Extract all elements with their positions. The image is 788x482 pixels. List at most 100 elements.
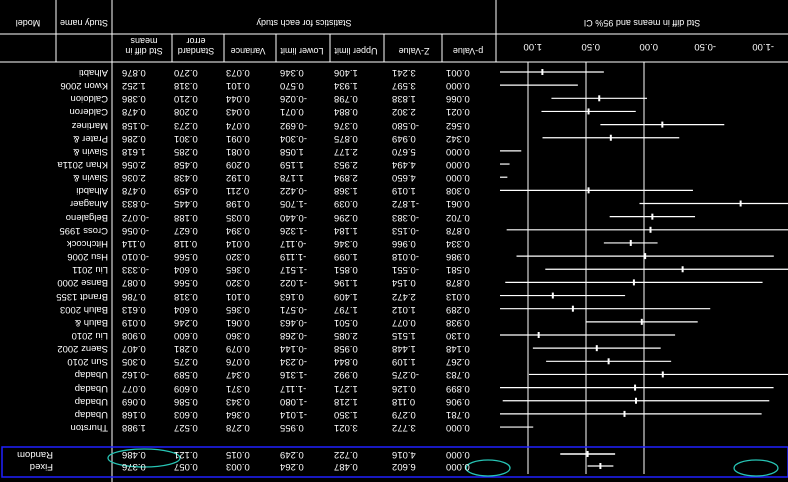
stat-cell: 0.343 — [226, 395, 250, 407]
stat-cell: 5.670 — [392, 145, 416, 157]
stat-cell: 0.000 — [446, 145, 470, 157]
stat-cell: -0.162 — [122, 369, 149, 381]
stat-cell: 0.376 — [334, 119, 358, 131]
stat-cell: 0.267 — [446, 356, 470, 368]
study-name[interactable]: Prater & — [73, 132, 108, 144]
study-name[interactable]: Liu 2011 — [72, 264, 108, 276]
stat-cell: 1.368 — [334, 185, 358, 197]
summary-cell: 0.000 — [446, 449, 470, 460]
column-header-5: Z-Value — [398, 46, 430, 56]
stat-cell: 0.073 — [226, 67, 250, 78]
study-name[interactable]: Khan 2011a — [57, 159, 108, 171]
study-name[interactable]: Ubadap — [74, 408, 108, 420]
study-name[interactable]: Ubadap — [74, 395, 108, 407]
annotation-ellipse — [465, 459, 511, 477]
study-name[interactable]: Belgaleno — [65, 211, 108, 223]
stat-cell: 1.196 — [334, 277, 358, 289]
stat-cell: 0.875 — [334, 132, 358, 144]
stat-cell: 2.036 — [122, 172, 146, 184]
stat-cell: 0.609 — [174, 382, 198, 394]
stat-cell: -0.234 — [280, 356, 307, 368]
stat-cell: 0.101 — [226, 290, 250, 302]
stat-cell: 0.289 — [446, 303, 470, 315]
column-header-1: Standard error — [177, 36, 215, 56]
header-statistics: Statistics for each study — [256, 18, 352, 28]
stat-cell: 0.211 — [226, 185, 250, 197]
stat-cell: 1.409 — [334, 290, 358, 302]
stat-cell: 0.334 — [446, 237, 470, 249]
stat-cell: 0.342 — [446, 132, 470, 144]
study-name[interactable]: Sun 2010 — [67, 356, 108, 368]
stat-cell: 0.077 — [392, 316, 416, 328]
study-name[interactable]: Calderon — [69, 106, 108, 118]
study-name[interactable]: Thurston — [70, 422, 109, 434]
stat-cell: 1.218 — [334, 395, 358, 407]
stat-cell: 0.163 — [280, 290, 304, 302]
study-name[interactable]: Baluh & — [74, 316, 108, 328]
header-study-name: Study name — [59, 18, 109, 28]
stat-cell: -0.333 — [122, 264, 149, 276]
study-name[interactable]: Liu 2010 — [71, 330, 108, 341]
summary-cell: 0.000 — [446, 461, 470, 472]
stat-cell: 0.069 — [122, 395, 146, 407]
summary-cell: 0.121 — [174, 449, 198, 460]
stat-cell: 0.074 — [226, 119, 250, 131]
study-name[interactable]: Hitchcock — [66, 237, 108, 249]
study-name[interactable]: Saenz 2002 — [57, 343, 108, 355]
study-name[interactable]: Caldoion — [70, 93, 109, 105]
stat-cell: -0.153 — [392, 224, 419, 236]
stat-cell: 0.000 — [446, 422, 470, 434]
stat-cell: 4.494 — [392, 159, 416, 171]
stat-cell: 0.589 — [174, 369, 198, 381]
study-name[interactable]: Kwon 2006 — [60, 80, 108, 92]
study-name[interactable]: Alhabdi — [76, 185, 108, 197]
stat-cell: 0.581 — [446, 264, 470, 276]
study-name[interactable]: Banse 2000 — [57, 277, 108, 289]
stat-cell: 0.061 — [446, 198, 470, 210]
stat-cell: -0.440 — [280, 211, 307, 223]
summary-cell: 0.057 — [174, 461, 198, 472]
study-name[interactable]: Alnagaer — [69, 198, 108, 210]
stat-cell: 0.192 — [226, 172, 250, 184]
study-name[interactable]: Ubadap — [74, 382, 108, 394]
study-name[interactable]: Martinez — [71, 119, 108, 131]
stat-cell: 3.597 — [392, 80, 416, 92]
stat-cell: 0.604 — [174, 303, 198, 315]
axis-tick-label: 0.00 — [639, 41, 659, 52]
summary-cell: 0.376 — [122, 461, 146, 472]
stat-cell: 0.114 — [122, 237, 146, 249]
stat-cell: -0.833 — [122, 198, 149, 210]
stat-cell: 0.955 — [280, 422, 304, 434]
stat-cell: 0.188 — [174, 211, 198, 223]
stat-cell: 1.019 — [392, 185, 416, 197]
study-name[interactable]: Ubadap — [74, 369, 108, 381]
stat-cell: -1.014 — [280, 408, 307, 420]
stat-cell: 1.109 — [392, 356, 416, 368]
summary-cell: 0.486 — [122, 449, 146, 460]
study-name[interactable]: Baluh 2003 — [59, 303, 108, 315]
stat-cell: 1.838 — [392, 93, 416, 105]
stat-cell: 4.650 — [392, 172, 416, 184]
study-name[interactable]: Cross 1995 — [59, 224, 108, 236]
stat-cell: -1.316 — [280, 369, 307, 381]
stat-cell: 0.118 — [174, 237, 198, 249]
summary-cell: 0.264 — [280, 461, 304, 472]
summary-cell: 0.722 — [334, 449, 358, 460]
stat-cell: 1.178 — [280, 172, 304, 184]
study-name[interactable]: Alhabti — [78, 67, 108, 78]
stat-cell: 1.012 — [392, 303, 416, 315]
stat-cell: 0.014 — [226, 237, 250, 249]
study-name[interactable]: Hsu 2006 — [67, 251, 108, 263]
stat-cell: 0.876 — [122, 67, 146, 78]
header-forest: Std diff in means and 95% CI — [583, 18, 701, 28]
study-name[interactable]: Slavin & — [73, 172, 108, 184]
stat-cell: 0.273 — [174, 119, 198, 131]
summary-cell: 6.602 — [392, 461, 416, 472]
study-name[interactable]: Slavin & — [73, 145, 108, 157]
stat-cell: 0.091 — [226, 132, 250, 144]
stat-cell: 0.013 — [446, 290, 470, 302]
stat-cell: 0.371 — [226, 382, 250, 394]
study-name[interactable]: Brandt 1355 — [56, 290, 108, 302]
stat-cell: -0.551 — [392, 264, 419, 276]
stat-cell: 0.209 — [226, 159, 250, 171]
